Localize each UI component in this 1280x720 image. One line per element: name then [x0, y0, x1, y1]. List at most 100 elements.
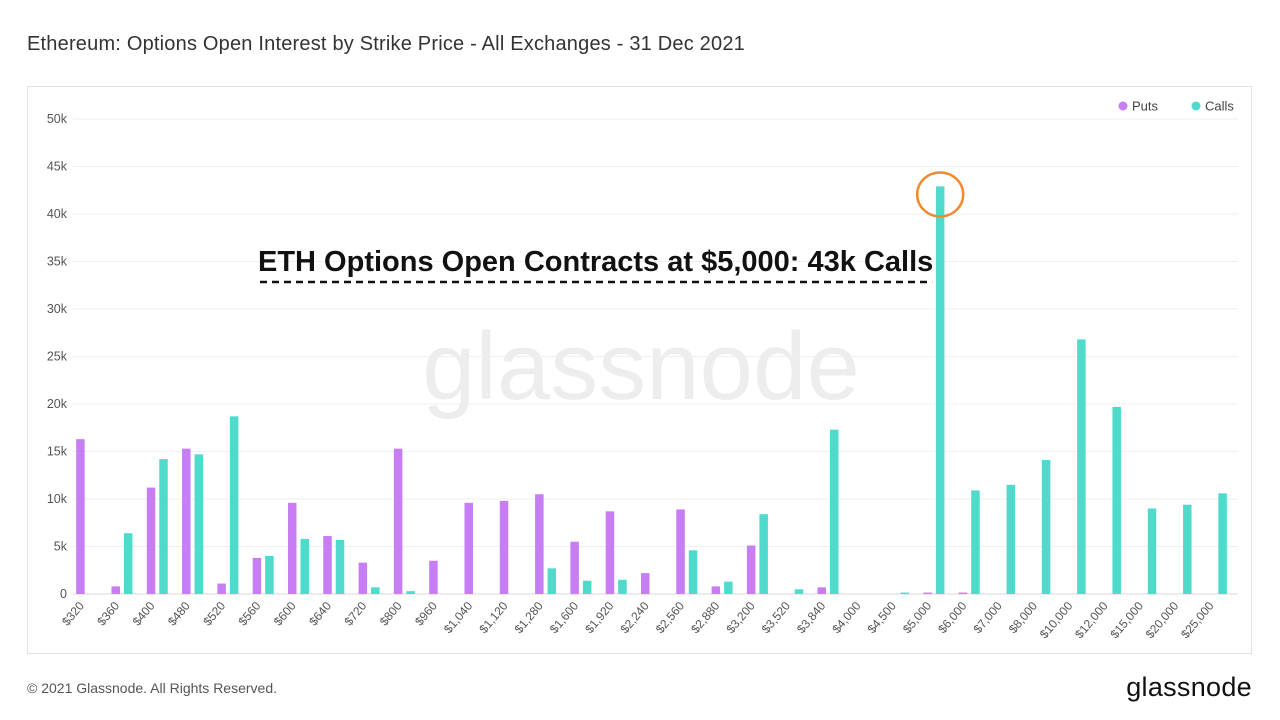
bar-puts[interactable] [711, 586, 721, 594]
x-tick-label: $1,280 [512, 599, 547, 636]
legend-puts-swatch [1118, 101, 1128, 111]
y-tick-label: 35k [47, 255, 68, 269]
bar-calls[interactable] [229, 416, 239, 594]
bar-calls[interactable] [300, 538, 309, 594]
bar-calls[interactable] [371, 587, 380, 594]
x-tick-label: $480 [165, 599, 193, 629]
bar-puts[interactable] [958, 592, 968, 594]
bar-calls[interactable] [900, 592, 910, 594]
bar-calls[interactable] [1041, 460, 1051, 594]
bar-calls[interactable] [335, 539, 345, 594]
bar-calls[interactable] [618, 579, 627, 594]
y-tick-label: 0 [60, 587, 67, 601]
bar-calls[interactable] [1077, 339, 1086, 594]
y-tick-label: 20k [47, 397, 68, 411]
bar-puts[interactable] [182, 448, 191, 594]
bar-calls[interactable] [194, 454, 204, 594]
annotation-highlight-circle [915, 171, 965, 218]
bar-puts[interactable] [323, 536, 332, 594]
y-tick-label: 30k [47, 302, 68, 316]
legend-calls-label[interactable]: Calls [1205, 99, 1234, 114]
x-tick-label: $3,840 [794, 599, 829, 636]
bar-puts[interactable] [746, 545, 756, 594]
x-tick-label: $1,040 [441, 599, 476, 636]
bar-puts[interactable] [605, 511, 615, 594]
x-tick-label: $1,120 [476, 599, 511, 636]
x-tick-label: $25,000 [1178, 599, 1217, 641]
x-tick-label: $2,560 [653, 599, 688, 636]
x-tick-label: $3,200 [723, 599, 758, 636]
bar-calls[interactable] [1183, 504, 1192, 594]
bar-puts[interactable] [287, 502, 297, 594]
bar-puts[interactable] [252, 557, 262, 594]
bar-puts[interactable] [817, 587, 827, 594]
x-tick-label: $600 [271, 599, 299, 629]
bar-calls[interactable] [582, 580, 592, 594]
y-tick-label: 15k [47, 445, 68, 459]
y-tick-label: 10k [47, 492, 68, 506]
watermark-text: glassnode [422, 313, 860, 420]
bar-calls[interactable] [971, 490, 980, 594]
bar-calls[interactable] [935, 186, 945, 594]
x-tick-label: $2,240 [617, 599, 652, 636]
x-tick-label: $720 [341, 599, 369, 629]
x-tick-label: $1,600 [547, 599, 582, 636]
bar-calls[interactable] [1006, 484, 1016, 594]
bar-calls[interactable] [830, 429, 839, 594]
chart-panel: glassnode 0 5k 10k 15k 20k 25k 30k 35k 40k 45k 50k $… [27, 86, 1252, 654]
bar-calls[interactable] [759, 514, 768, 594]
x-tick-label: $12,000 [1072, 599, 1111, 641]
y-tick-label: 50k [47, 112, 68, 126]
x-tick-label: $7,000 [971, 599, 1006, 636]
bar-puts[interactable] [146, 487, 156, 594]
bar-puts[interactable] [358, 562, 368, 594]
bar-puts[interactable] [923, 592, 932, 594]
bar-puts[interactable] [535, 494, 544, 594]
x-tick-label: $15,000 [1107, 599, 1146, 641]
bar-puts[interactable] [570, 541, 579, 594]
bar-calls[interactable] [724, 581, 733, 594]
x-tick-label: $1,920 [582, 599, 617, 636]
options-open-interest-chart: glassnode 0 5k 10k 15k 20k 25k 30k 35k 40k 45k 50k $… [47, 99, 1238, 641]
x-tick-label: $800 [377, 599, 405, 629]
bar-calls[interactable] [265, 556, 274, 594]
x-tick-label: $960 [412, 599, 440, 629]
x-tick-label: $2,880 [688, 599, 723, 636]
bar-calls[interactable] [794, 589, 804, 594]
bar-calls[interactable] [1147, 508, 1157, 595]
x-tick-label: $520 [200, 599, 228, 629]
x-tick-label: $640 [306, 599, 334, 629]
bar-calls[interactable] [1112, 406, 1121, 594]
bar-puts[interactable] [76, 439, 85, 594]
annotation-text: ETH Options Open Contracts at $5,000: 43… [258, 246, 933, 278]
x-tick-label: $5,000 [900, 599, 935, 636]
y-tick-label: 45k [47, 160, 68, 174]
bar-puts[interactable] [393, 448, 403, 594]
x-tick-label: $560 [236, 599, 264, 629]
x-tick-label: $400 [130, 599, 158, 629]
bar-puts[interactable] [111, 586, 120, 594]
bar-calls[interactable] [406, 591, 415, 594]
x-tick-label: $4,500 [865, 599, 900, 636]
bar-puts[interactable] [499, 500, 509, 594]
x-tick-label: $8,000 [1006, 599, 1041, 636]
x-tick-label: $20,000 [1143, 599, 1182, 641]
bar-calls[interactable] [123, 533, 133, 594]
x-tick-label: $360 [94, 599, 122, 629]
bar-calls[interactable] [159, 459, 168, 594]
bar-calls[interactable] [547, 568, 557, 594]
bar-puts[interactable] [641, 573, 650, 594]
x-tick-label: $6,000 [935, 599, 970, 636]
bar-calls[interactable] [688, 550, 698, 594]
glassnode-logo[interactable]: glassnode [1126, 672, 1252, 702]
x-tick-label: $10,000 [1037, 599, 1076, 641]
x-tick-label: $4,000 [829, 599, 864, 636]
bar-puts[interactable] [464, 502, 473, 594]
page-title: Ethereum: Options Open Interest by Strik… [27, 33, 745, 55]
legend-puts-label[interactable]: Puts [1132, 99, 1159, 114]
bar-puts[interactable] [429, 560, 438, 594]
bar-puts[interactable] [676, 509, 685, 594]
copyright-text: © 2021 Glassnode. All Rights Reserved. [27, 680, 278, 696]
bar-calls[interactable] [1218, 493, 1227, 594]
bar-puts[interactable] [217, 583, 226, 594]
